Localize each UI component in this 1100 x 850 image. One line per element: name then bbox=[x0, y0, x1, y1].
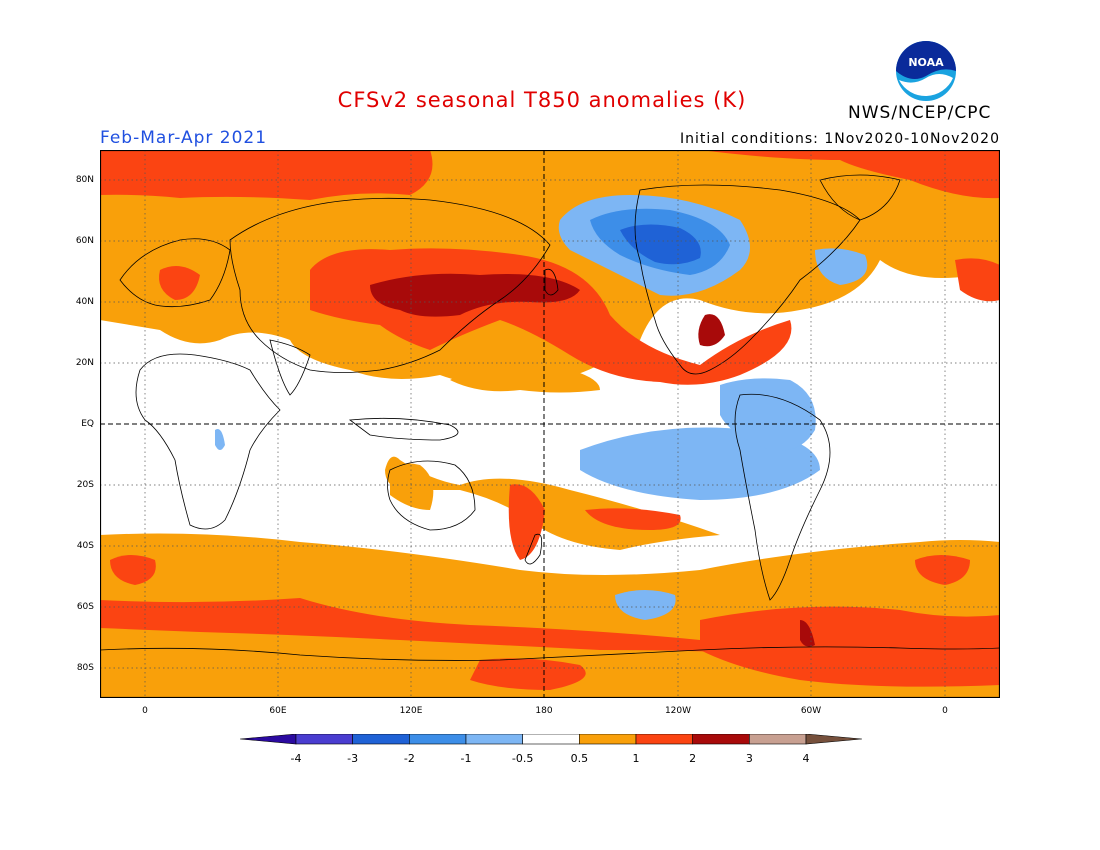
lat-label: 60S bbox=[76, 602, 94, 612]
lat-label: 40S bbox=[76, 541, 94, 551]
noaa-logo: NOAA bbox=[896, 41, 956, 101]
lat-label: 20N bbox=[75, 358, 94, 368]
lat-label: 40N bbox=[75, 297, 94, 307]
colorbar-bin bbox=[692, 734, 750, 745]
cool-anomaly-2-3 bbox=[620, 224, 701, 265]
lon-label: 120W bbox=[664, 706, 692, 716]
colorbar-max-arrow bbox=[805, 734, 862, 745]
forecast-period: Feb-Mar-Apr 2021 bbox=[100, 128, 268, 148]
anomaly-map bbox=[100, 150, 1000, 698]
graticule bbox=[100, 150, 1000, 698]
initial-conditions: Initial conditions: 1Nov2020-10Nov2020 bbox=[679, 131, 1000, 147]
logo-text: NOAA bbox=[908, 56, 944, 69]
colorbar-tick-label: -0.5 bbox=[511, 752, 534, 765]
colorbar-tick-label: 4 bbox=[802, 752, 810, 765]
lat-label: 60N bbox=[75, 236, 94, 246]
lon-label: 0 bbox=[942, 706, 948, 716]
colorbar-bin bbox=[352, 734, 410, 745]
lat-label: 80S bbox=[76, 663, 94, 673]
equator-dateline bbox=[100, 150, 1000, 698]
map-frame bbox=[100, 150, 1000, 698]
lon-label: 0 bbox=[142, 706, 148, 716]
lon-label: 60E bbox=[269, 706, 287, 716]
coastlines bbox=[100, 174, 1000, 661]
lat-label: EQ bbox=[81, 419, 94, 429]
colorbar-min-arrow bbox=[240, 734, 297, 745]
lon-label: 120E bbox=[399, 706, 423, 716]
colorbar-bin bbox=[409, 734, 467, 745]
colorbar-tick-label: 2 bbox=[689, 752, 697, 765]
colorbar-tick-label: -1 bbox=[460, 752, 472, 765]
warm-anomaly-2-3 bbox=[370, 273, 815, 647]
lon-label: 60W bbox=[800, 706, 822, 716]
lat-label: 80N bbox=[75, 175, 94, 185]
colorbar bbox=[240, 734, 862, 745]
lon-label: 180 bbox=[535, 706, 553, 716]
colorbar-tick-label: 1 bbox=[632, 752, 640, 765]
map-title: CFSv2 seasonal T850 anomalies (K) bbox=[337, 88, 747, 112]
colorbar-bin bbox=[579, 734, 637, 745]
colorbar-tick-label: 0.5 bbox=[570, 752, 589, 765]
colorbar-bin bbox=[465, 734, 523, 745]
colorbar-bin bbox=[522, 734, 580, 745]
colorbar-tick-label: -3 bbox=[347, 752, 359, 765]
lat-label: 20S bbox=[76, 480, 94, 490]
agency-label: NWS/NCEP/CPC bbox=[848, 103, 992, 123]
colorbar-tick-label: 3 bbox=[745, 752, 753, 765]
colorbar-bin bbox=[295, 734, 353, 745]
colorbar-tick-label: -2 bbox=[403, 752, 415, 765]
colorbar-bin bbox=[635, 734, 693, 745]
colorbar-bin bbox=[749, 734, 807, 745]
colorbar-tick-label: -4 bbox=[290, 752, 302, 765]
